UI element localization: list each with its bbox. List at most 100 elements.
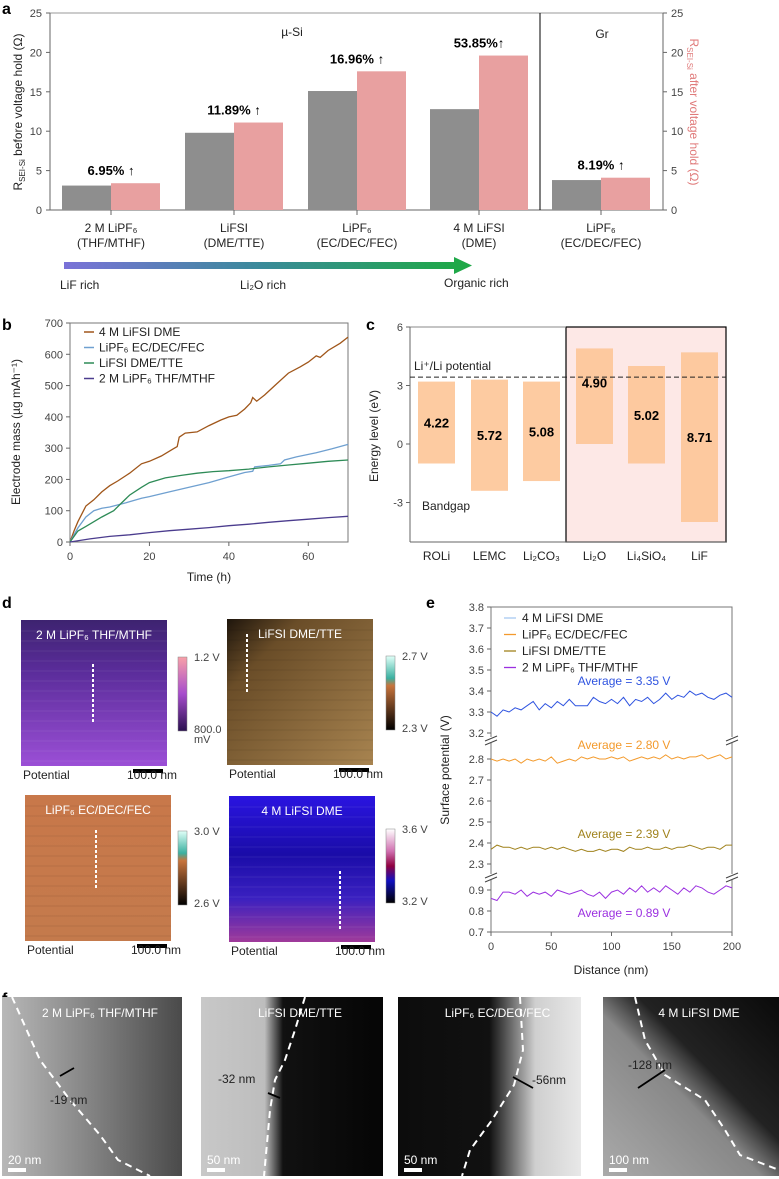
colorbar-max-label: 1.2 V xyxy=(194,652,220,664)
y-tick-label: 500 xyxy=(45,381,63,393)
y-label-rest: before voltage hold (Ω) xyxy=(11,33,25,159)
legend-label: LiFSI DME/TTE xyxy=(522,644,606,658)
legend-label: LiPF₆ EC/DEC/FEC xyxy=(99,341,205,355)
y-tick-label: 700 xyxy=(45,318,63,330)
afm-scan-line xyxy=(21,650,167,652)
panel-label: a xyxy=(2,1,11,18)
scale-bar xyxy=(8,1168,26,1172)
x-tick-label: 60 xyxy=(302,551,314,563)
afm-scan-line xyxy=(25,875,171,877)
y-tick-label: 0 xyxy=(57,537,63,549)
category-label-line1: 4 M LiFSI xyxy=(453,221,504,235)
percent-increase-label: 53.85%↑ xyxy=(454,36,505,51)
y-axis-label: Energy level (eV) xyxy=(367,390,381,482)
category-label: ROLi xyxy=(423,549,450,563)
arrow-label-lif: LiF rich xyxy=(60,278,99,292)
bandgap-bar xyxy=(576,348,613,444)
x-tick-label: 50 xyxy=(545,941,557,953)
sei-thickness-label: -32 nm xyxy=(218,1072,255,1086)
bandgap-value: 4.22 xyxy=(424,416,449,431)
bandgap-value: 4.90 xyxy=(582,375,607,390)
y-tick-label: 0.8 xyxy=(469,906,484,918)
axis-break-mark xyxy=(725,735,739,742)
y-tick-label: 2.4 xyxy=(469,838,484,850)
series-line xyxy=(490,885,733,902)
axis-break-gap xyxy=(728,737,736,743)
axis-break-mark xyxy=(725,739,739,746)
category-label-line2: (EC/DEC/FEC) xyxy=(561,236,642,250)
afm-scan-line xyxy=(21,630,167,632)
legend-label: 4 M LiFSI DME xyxy=(99,325,180,339)
y-tick-label: 3 xyxy=(397,381,403,393)
axis-break-gap xyxy=(487,874,495,880)
y2-tick-label: 15 xyxy=(671,87,683,99)
series-line xyxy=(69,443,349,543)
sei-boundary-dashed-line xyxy=(634,996,779,1171)
y-tick-label: 0 xyxy=(397,439,403,451)
category-label: LEMC xyxy=(473,549,507,563)
sei-thickness-label: -56nm xyxy=(532,1073,566,1087)
x-tick-label: 20 xyxy=(143,551,155,563)
legend-label: 2 M LiPF₆ THF/MTHF xyxy=(522,661,638,675)
afm-scan-line xyxy=(229,816,375,818)
panel-label: c xyxy=(366,317,375,334)
sei-thickness-label: -128 nm xyxy=(628,1058,672,1072)
colorbar-max-label: 2.7 V xyxy=(402,651,428,663)
series-line xyxy=(69,459,349,543)
colorbar xyxy=(385,828,396,904)
category-label-line1: LiPF₆ xyxy=(586,221,616,235)
y-tick-label: 3.8 xyxy=(469,602,484,614)
category-label: Li₄SiO₄ xyxy=(627,549,666,563)
afm-scan-line xyxy=(229,876,375,878)
x-tick-label: 200 xyxy=(723,941,741,953)
tem-image xyxy=(2,997,182,1176)
y2-tick-label: 25 xyxy=(671,8,683,20)
afm-scan-line xyxy=(229,896,375,898)
afm-scan-line xyxy=(227,669,373,671)
tem-title: LiFSI DME/TTE xyxy=(258,1006,342,1020)
y-tick-label: 0.7 xyxy=(469,927,484,939)
group-label-si: µ-Si xyxy=(281,25,303,39)
bar-before-hold xyxy=(185,132,234,210)
afm-scan-line xyxy=(21,730,167,732)
y-tick-label: 600 xyxy=(45,349,63,361)
percent-increase-label: 6.95% ↑ xyxy=(88,163,135,178)
y-tick-label: 3.4 xyxy=(469,686,484,698)
y-tick-label: 2.8 xyxy=(469,754,484,766)
afm-scan-line xyxy=(229,906,375,908)
arrow-label-li2o: Li₂O rich xyxy=(240,278,286,292)
y-label-symbol: R xyxy=(11,182,25,191)
colorbar-min-label: 2.3 V xyxy=(402,723,428,735)
y2-label-rest: after voltage hold (Ω) xyxy=(687,70,701,186)
y-tick-label: 10 xyxy=(30,126,42,138)
y-label-sub: SEI-Si xyxy=(18,159,27,182)
afm-scan-line xyxy=(25,885,171,887)
afm-scan-line xyxy=(227,649,373,651)
average-label: Average = 0.89 V xyxy=(578,906,671,920)
x-axis-label: Distance (nm) xyxy=(574,963,649,977)
afm-scan-line xyxy=(25,845,171,847)
scale-bar xyxy=(609,1168,627,1172)
scale-bar xyxy=(207,1168,225,1172)
tem-title: 4 M LiFSI DME xyxy=(658,1006,739,1020)
y-tick-label: 6 xyxy=(397,322,403,334)
afm-scan-line xyxy=(229,926,375,928)
y-axis-label: RSEI-Si before voltage hold (Ω) xyxy=(11,33,27,190)
afm-title: LiFSI DME/TTE xyxy=(258,627,342,641)
afm-title: LiPF₆ EC/DEC/FEC xyxy=(45,803,151,817)
axis-break-mark xyxy=(484,735,498,742)
colorbar-max-label: 3.6 V xyxy=(402,824,428,836)
bar-after-hold xyxy=(357,71,406,210)
afm-potential-map xyxy=(227,619,373,765)
bar-before-hold xyxy=(552,180,601,210)
afm-scan-line xyxy=(25,805,171,807)
axis-break-mark xyxy=(484,739,498,746)
y-tick-label: 2.3 xyxy=(469,859,484,871)
sei-thickness-arrow xyxy=(59,1067,75,1077)
y-tick-label: 3.7 xyxy=(469,623,484,635)
axis-break-gap xyxy=(487,737,495,743)
group-label-gr: Gr xyxy=(595,27,608,41)
afm-scan-line xyxy=(229,916,375,918)
sei-thickness-arrow xyxy=(512,1076,534,1089)
